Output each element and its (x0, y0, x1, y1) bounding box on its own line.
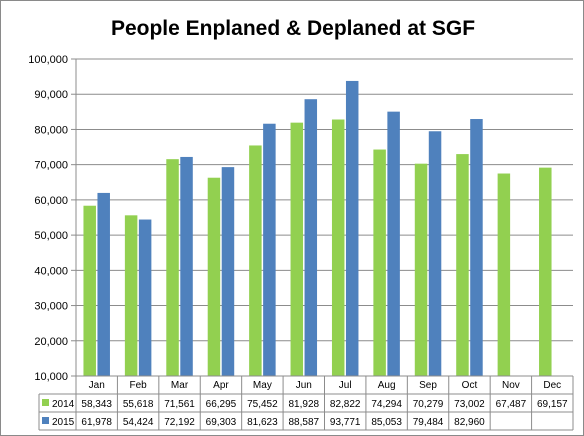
y-tick-label: 10,000 (34, 371, 68, 383)
data-table: Jan Feb Mar Apr May Jun Jul Aug Sep Oct Nov Dec 2014… (38, 375, 574, 431)
data-label: 72,192 (164, 417, 195, 428)
y-tick-label: 30,000 (34, 301, 68, 313)
bar-2014-jan (83, 205, 96, 376)
data-label: 54,424 (123, 417, 154, 428)
x-tick-label: Aug (378, 380, 396, 391)
bar-2015-mar (180, 156, 193, 376)
data-label: 82,822 (330, 399, 361, 410)
data-label: 69,303 (206, 417, 237, 428)
data-label: 67,487 (496, 399, 527, 410)
legend-swatch (42, 417, 49, 424)
y-tick-label: 70,000 (34, 160, 68, 172)
x-tick-label: Jun (296, 380, 312, 391)
x-tick-label: Jan (89, 380, 105, 391)
x-tick-label: May (253, 380, 272, 391)
bar-2015-jun (304, 99, 318, 376)
y-tick-label: 80,000 (34, 124, 68, 136)
data-label: 73,002 (454, 399, 485, 410)
y-tick-label: 100,000 (28, 54, 68, 66)
x-tick-label: Mar (171, 380, 189, 391)
bar-2015-oct (470, 119, 483, 376)
x-tick-label: Sep (419, 380, 437, 391)
data-label: 82,960 (454, 417, 485, 428)
data-label: 71,561 (164, 399, 195, 410)
bar-2014-oct (456, 154, 469, 376)
bar-2015-may (263, 123, 276, 376)
data-label: 93,771 (330, 417, 361, 428)
bar-2014-apr (207, 177, 221, 376)
bar-2015-feb (138, 219, 152, 376)
data-label: 58,343 (81, 399, 112, 410)
bar-2014-aug (373, 149, 386, 376)
bar-2014-sep (414, 163, 428, 376)
data-label: 69,157 (537, 399, 568, 410)
data-label: 85,053 (371, 417, 402, 428)
bar-2014-jun (290, 122, 304, 377)
bar-2015-apr (221, 167, 235, 376)
x-tick-label: Jul (339, 380, 352, 391)
legend-label: 2014 (52, 399, 75, 410)
y-tick-label: 60,000 (34, 195, 68, 207)
y-tick-label: 40,000 (34, 265, 68, 277)
y-tick-label: 90,000 (34, 89, 68, 101)
x-tick-label: Dec (543, 380, 561, 391)
bar-2015-jan (97, 192, 110, 376)
bar-2015-aug (387, 111, 400, 376)
y-axis-ticks: 10,000 20,000 30,000 40,000 50,000 60,000 70,0… (28, 54, 68, 383)
bars (83, 80, 552, 377)
bar-2014-feb (124, 215, 138, 376)
data-label: 88,587 (288, 417, 319, 428)
data-label: 81,623 (247, 417, 278, 428)
x-tick-label: Feb (130, 380, 148, 391)
bar-2014-mar (166, 159, 179, 376)
bar-2015-jul (345, 80, 359, 377)
data-label: 74,294 (371, 399, 402, 410)
bar-2014-jul (331, 119, 345, 376)
y-tick-label: 50,000 (34, 230, 68, 242)
bar-2014-may (249, 145, 262, 376)
gridlines (71, 58, 573, 377)
data-label: 79,484 (413, 417, 444, 428)
data-label: 66,295 (206, 399, 237, 410)
x-tick-label: Apr (213, 380, 229, 391)
data-label: 75,452 (247, 399, 278, 410)
data-label: 81,928 (288, 399, 319, 410)
x-tick-label: Nov (502, 380, 520, 391)
data-label: 61,978 (81, 417, 112, 428)
chart-title: People Enplaned & Deplaned at SGF (111, 17, 475, 40)
x-tick-label: Oct (462, 380, 478, 391)
data-label: 70,279 (413, 399, 444, 410)
legend-swatch (42, 399, 49, 406)
y-tick-label: 20,000 (34, 336, 68, 348)
bar-2014-nov (497, 173, 511, 376)
bar-2014-dec (539, 167, 552, 376)
data-label: 55,618 (123, 399, 154, 410)
legend-label: 2015 (52, 417, 75, 428)
bar-2015-sep (428, 131, 442, 376)
